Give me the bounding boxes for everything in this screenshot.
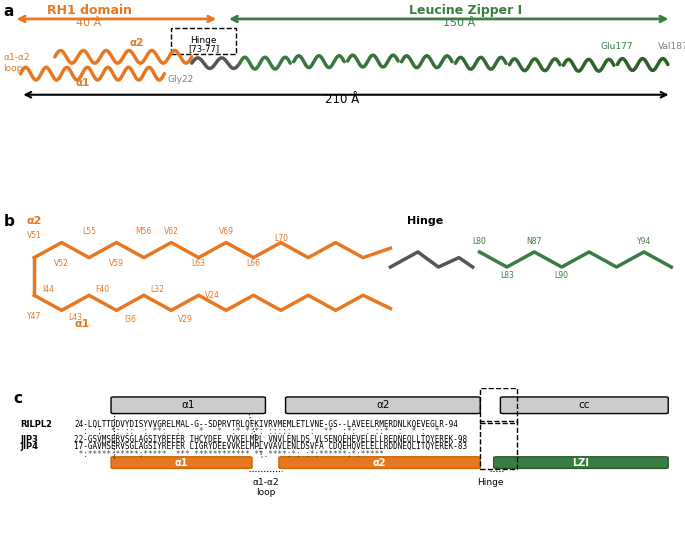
Text: *:*****:*****:*****  *** ************ **.****:*: :*:******:*:*****: *:*****:*****:***** *** ************ **.… [74,450,384,459]
Text: Y47: Y47 [27,311,41,321]
Text: I36: I36 [124,315,136,324]
Text: Glu177: Glu177 [600,43,633,52]
Text: 22-GSVMSERVSGLAGSIYREFER IHCYDEE VVKELMPL VNVLENLDS VLSENQEHEVELELLREDNEQLLTQYER: 22-GSVMSERVSGLAGSIYREFER IHCYDEE VVKELMP… [74,435,467,444]
FancyBboxPatch shape [494,456,668,468]
Text: 40 Å: 40 Å [76,18,102,28]
Bar [480,421,517,469]
Text: α2: α2 [130,38,144,48]
Text: 17-GAVMSERVSGLAGSIYREFER LIGRYDEEVVKELMPLVVAVLENLDSVFA CDQEHQVELELLRDDNEQLITQYER: 17-GAVMSERVSGLAGSIYREFER LIGRYDEEVVKELMP… [74,442,467,452]
Text: α1: α1 [75,319,90,329]
Text: JIP3: JIP3 [21,435,38,444]
Text: V51: V51 [27,230,42,239]
Text: L66: L66 [247,259,260,268]
Text: Gly22: Gly22 [168,75,194,84]
Text: V59: V59 [109,259,124,268]
Text: F40: F40 [96,285,110,294]
Text: 24-LQLTTDDVYDISYVVGRELMAL-G--SDPRVTRLQFKIVRVMEMLETLVNE-GS--LAVEELRMERDNLKQEVEGLR: 24-LQLTTDDVYDISYVVGRELMAL-G--SDPRVTRLQFK… [74,420,458,429]
Text: α2: α2 [376,400,390,411]
FancyBboxPatch shape [500,397,668,413]
FancyBboxPatch shape [171,28,236,54]
Text: α1-α2
loop: α1-α2 loop [252,478,279,497]
Text: L43: L43 [68,314,82,322]
Text: M56: M56 [136,227,152,236]
FancyBboxPatch shape [111,456,252,468]
Text: α1: α1 [75,78,89,88]
Text: L63: L63 [192,259,206,268]
Text: α1-α2
loop: α1-α2 loop [3,53,30,73]
Text: JIP4: JIP4 [21,442,38,452]
FancyBboxPatch shape [286,397,480,413]
Bar [480,388,517,423]
Text: α2: α2 [27,216,42,225]
Text: V69: V69 [219,227,234,236]
Text: L55: L55 [82,227,96,236]
Text: V62: V62 [164,227,179,236]
Text: 210 Å: 210 Å [325,93,360,106]
Text: V52: V52 [54,259,69,268]
Text: Leucine Zipper I: Leucine Zipper I [409,4,523,17]
Text: LZI: LZI [573,458,589,468]
FancyBboxPatch shape [279,456,480,468]
Text: α2: α2 [373,458,386,468]
Text: RILPL2: RILPL2 [21,420,53,429]
Text: c: c [14,391,23,406]
Text: Hinge: Hinge [190,36,217,45]
Text: Hinge: Hinge [477,479,503,488]
Text: :  :  *: ::  : **:  :    *   *  :* *:*: :::::    :  **  :*:  : ::*  :  * :  *: : : *: :: : **: : * * :* *:*: ::::: : **… [74,427,440,437]
Text: L70: L70 [274,234,288,243]
Text: α1: α1 [182,400,195,411]
Text: V29: V29 [177,315,192,324]
Text: N87: N87 [527,238,542,247]
Text: Hinge: Hinge [407,216,443,225]
Text: L90: L90 [555,271,569,280]
Text: L83: L83 [500,271,514,280]
Text: [73-77]: [73-77] [188,44,219,53]
Text: I44: I44 [42,285,54,294]
Text: α1: α1 [175,458,188,468]
Text: RH1 domain: RH1 domain [47,4,132,17]
Text: L32: L32 [151,285,164,294]
Text: b: b [3,214,14,229]
Text: L80: L80 [473,238,486,247]
Text: Val187: Val187 [658,43,685,52]
Text: cc: cc [579,400,590,411]
Text: V24: V24 [205,291,220,300]
Text: 150 Å: 150 Å [443,18,475,28]
Text: a: a [3,4,14,19]
FancyBboxPatch shape [111,397,265,413]
Text: Y94: Y94 [637,238,651,247]
